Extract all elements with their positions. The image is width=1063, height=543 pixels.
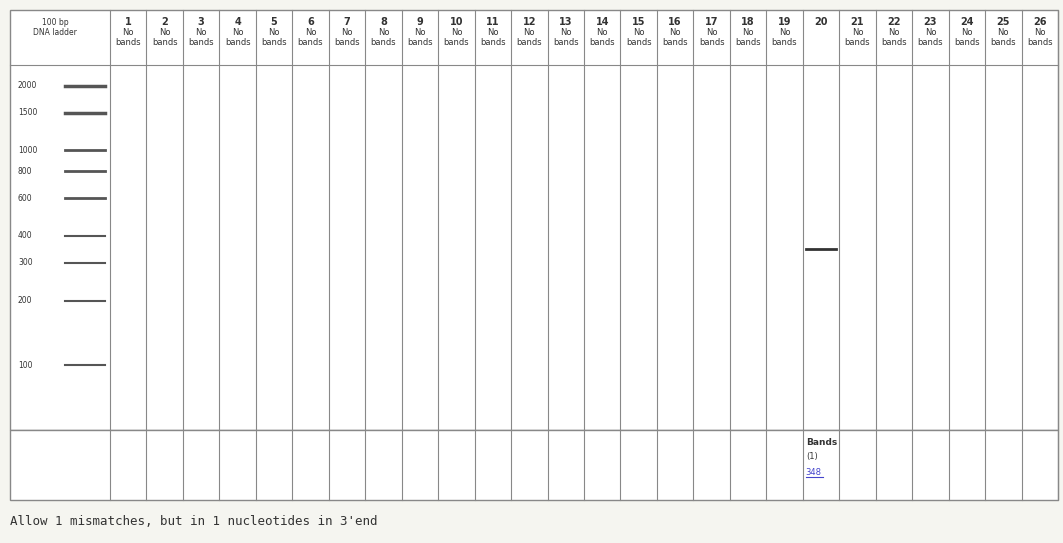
Text: No
bands: No bands <box>334 28 359 47</box>
Text: 12: 12 <box>523 17 536 27</box>
Text: No
bands: No bands <box>1027 28 1052 47</box>
Text: No
bands: No bands <box>188 28 214 47</box>
Text: No
bands: No bands <box>662 28 688 47</box>
Text: 800: 800 <box>18 167 33 176</box>
Text: 600: 600 <box>18 194 33 203</box>
Text: No
bands: No bands <box>371 28 396 47</box>
Text: No
bands: No bands <box>553 28 578 47</box>
Text: 26: 26 <box>1033 17 1046 27</box>
Text: 19: 19 <box>778 17 791 27</box>
Text: 13: 13 <box>559 17 573 27</box>
Text: 100: 100 <box>18 361 33 370</box>
Text: No
bands: No bands <box>626 28 652 47</box>
Text: 15: 15 <box>631 17 645 27</box>
Text: 16: 16 <box>669 17 681 27</box>
Text: 5: 5 <box>271 17 277 27</box>
Text: 18: 18 <box>741 17 755 27</box>
Text: No
bands: No bands <box>845 28 871 47</box>
Text: 17: 17 <box>705 17 719 27</box>
Text: 24: 24 <box>960 17 974 27</box>
Text: 9: 9 <box>417 17 423 27</box>
Text: No
bands: No bands <box>224 28 251 47</box>
Text: 3: 3 <box>198 17 204 27</box>
Text: 20: 20 <box>814 17 828 27</box>
Text: 14: 14 <box>595 17 609 27</box>
Text: 4: 4 <box>234 17 241 27</box>
Text: No
bands: No bands <box>954 28 980 47</box>
Text: No
bands: No bands <box>480 28 506 47</box>
Text: 1500: 1500 <box>18 108 37 117</box>
Text: No
bands: No bands <box>517 28 542 47</box>
Text: No
bands: No bands <box>443 28 469 47</box>
Text: 1: 1 <box>124 17 132 27</box>
Text: 200: 200 <box>18 296 33 305</box>
Text: 6: 6 <box>307 17 314 27</box>
Bar <box>10 10 1058 430</box>
Text: 21: 21 <box>850 17 864 27</box>
Text: (1): (1) <box>806 452 817 461</box>
Text: 400: 400 <box>18 231 33 241</box>
Text: 7: 7 <box>343 17 351 27</box>
Text: No
bands: No bands <box>881 28 907 47</box>
Text: 23: 23 <box>924 17 938 27</box>
Text: 1000: 1000 <box>18 146 37 155</box>
Text: No
bands: No bands <box>698 28 724 47</box>
Text: No
bands: No bands <box>407 28 433 47</box>
Text: 11: 11 <box>486 17 500 27</box>
Text: No
bands: No bands <box>261 28 287 47</box>
Text: No
bands: No bands <box>152 28 178 47</box>
Bar <box>10 430 1058 500</box>
Text: 2000: 2000 <box>18 81 37 90</box>
Text: 8: 8 <box>381 17 387 27</box>
Text: 25: 25 <box>996 17 1010 27</box>
Text: 2: 2 <box>162 17 168 27</box>
Text: 348: 348 <box>806 468 822 477</box>
Text: 10: 10 <box>450 17 463 27</box>
Text: No
bands: No bands <box>772 28 797 47</box>
Text: Bands: Bands <box>806 438 837 447</box>
Text: 22: 22 <box>888 17 900 27</box>
Text: No
bands: No bands <box>298 28 323 47</box>
Text: No
bands: No bands <box>589 28 615 47</box>
Text: 100 bp
DNA ladder: 100 bp DNA ladder <box>33 18 77 37</box>
Text: No
bands: No bands <box>736 28 761 47</box>
Text: Allow 1 mismatches, but in 1 nucleotides in 3'end: Allow 1 mismatches, but in 1 nucleotides… <box>10 515 377 528</box>
Text: No
bands: No bands <box>917 28 943 47</box>
Text: No
bands: No bands <box>991 28 1016 47</box>
Text: No
bands: No bands <box>116 28 141 47</box>
Text: 300: 300 <box>18 258 33 267</box>
